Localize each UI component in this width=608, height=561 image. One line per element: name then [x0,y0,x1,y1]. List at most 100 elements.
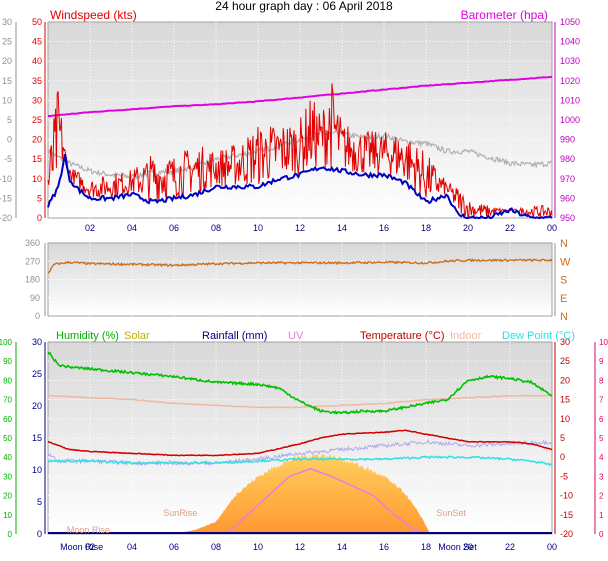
rainfall-tick: 5 [37,497,42,507]
temperature-tick: 15 [560,395,570,405]
wind-outer-tick: 0 [7,135,12,145]
rainfall-tick: 15 [32,433,42,443]
climate-x-tick: 00 [547,542,557,552]
rainfall-tick: 20 [32,401,42,411]
average-wind-line [47,153,553,220]
climate-legend-item: Indoor [450,330,482,342]
humidity-line [47,351,553,415]
wind-left-tick: 45 [32,37,42,47]
humidity-tick: 0 [8,530,13,539]
wind-outer-tick: -15 [0,193,12,203]
moon-rise-axis-label: Moon Rise [60,542,103,552]
uv-tick: 3 [599,472,604,481]
climate-x-tick: 16 [379,542,389,552]
uv-line [225,467,427,535]
humidity-tick: 60 [3,415,12,424]
wind-left-tick: 5 [37,193,42,203]
solar-area [174,452,431,534]
baro-right-tick: 990 [560,135,575,145]
climate-x-tick: 10 [253,542,263,552]
uv-tick: 10 [599,338,608,347]
climate-x-tick: 12 [295,542,305,552]
baro-right-tick: 980 [560,154,575,164]
humidity-tick: 40 [3,453,12,462]
wind-left-tick: 40 [32,56,42,66]
climate-x-tick: 06 [169,542,179,552]
baro-right-tick: 960 [560,193,575,203]
compass-tick: E [560,293,567,305]
climate-legend-item: Humidity (%) [56,330,119,342]
wind-outer-tick: 10 [2,95,12,105]
wind-left-tick: 35 [32,76,42,86]
direction-left-tick: 90 [30,293,40,303]
baro-right-tick: 1030 [560,56,580,66]
wind-x-tick: 10 [253,223,263,233]
wind-x-tick: 04 [127,223,137,233]
wind-direction-line [47,258,553,274]
baro-legend-label: Barometer (hpa) [461,8,548,22]
direction-left-tick: 270 [25,256,40,266]
chart-title: 24 hour graph day : 06 April 2018 [215,0,393,13]
direction-left-tick: 180 [25,275,40,285]
wind-x-tick: 18 [421,223,431,233]
sun-moon-annotation: Moon Set [438,542,477,552]
temperature-tick: -10 [560,491,573,501]
climate-legend-item: Rainfall (mm) [202,330,267,342]
wind-left-tick: 10 [32,174,42,184]
direction-left-tick: 0 [35,311,40,321]
sun-moon-annotation: SunSet [436,508,466,518]
uv-tick: 4 [599,453,604,462]
humidity-tick: 30 [3,472,12,481]
indoor-line [47,394,552,409]
uv-tick: 6 [599,415,604,424]
wind-x-tick: 16 [379,223,389,233]
wind-x-tick: 00 [547,223,557,233]
wind-outer-tick: 20 [2,56,12,66]
humidity-tick: 50 [3,434,12,443]
temperature-tick: -20 [560,529,573,539]
rainfall-tick: 0 [37,529,42,539]
sun-moon-annotation: SunRise [163,508,197,518]
compass-tick: W [560,256,571,268]
uv-tick: 8 [599,376,604,385]
wind-left-tick: 25 [32,115,42,125]
wind-outer-tick: -20 [0,213,12,223]
uv-tick: 9 [599,357,604,366]
baro-right-tick: 1050 [560,17,580,27]
climate-legend-item: Solar [124,330,150,342]
humidity-tick: 90 [3,357,12,366]
climate-legend-item: Dew Point (°C) [502,330,575,342]
uv-tick: 7 [599,396,604,405]
wind-left-tick: 0 [37,213,42,223]
compass-tick: N [560,311,568,323]
temperature-tick: -15 [560,510,573,520]
wind-x-tick: 02 [85,223,95,233]
humidity-tick: 100 [0,338,13,347]
temperature-line [47,429,553,457]
direction-grid [48,243,552,316]
uv-tick: 2 [599,492,604,501]
uv-tick: 1 [599,511,604,520]
compass-tick: N [560,238,568,250]
temperature-tick: 20 [560,375,570,385]
wind-outer-tick: 15 [2,76,12,86]
humidity-tick: 80 [3,376,12,385]
secondary-temperature-line [47,439,553,467]
climate-legend-item: UV [288,330,304,342]
baro-right-tick: 1010 [560,95,580,105]
temperature-tick: 0 [560,452,565,462]
baro-right-tick: 1020 [560,76,580,86]
wind-outer-tick: -10 [0,174,12,184]
baro-right-tick: 1040 [560,37,580,47]
temperature-tick: 30 [560,337,570,347]
wind-left-tick: 15 [32,154,42,164]
wind-x-tick: 08 [211,223,221,233]
wind-outer-tick: 25 [2,37,12,47]
wind-outer-tick: 30 [2,17,12,27]
climate-x-tick: 02 [85,542,95,552]
wind-outer-tick: -5 [4,154,12,164]
wind-x-tick: 22 [505,223,515,233]
climate-x-tick: 04 [127,542,137,552]
